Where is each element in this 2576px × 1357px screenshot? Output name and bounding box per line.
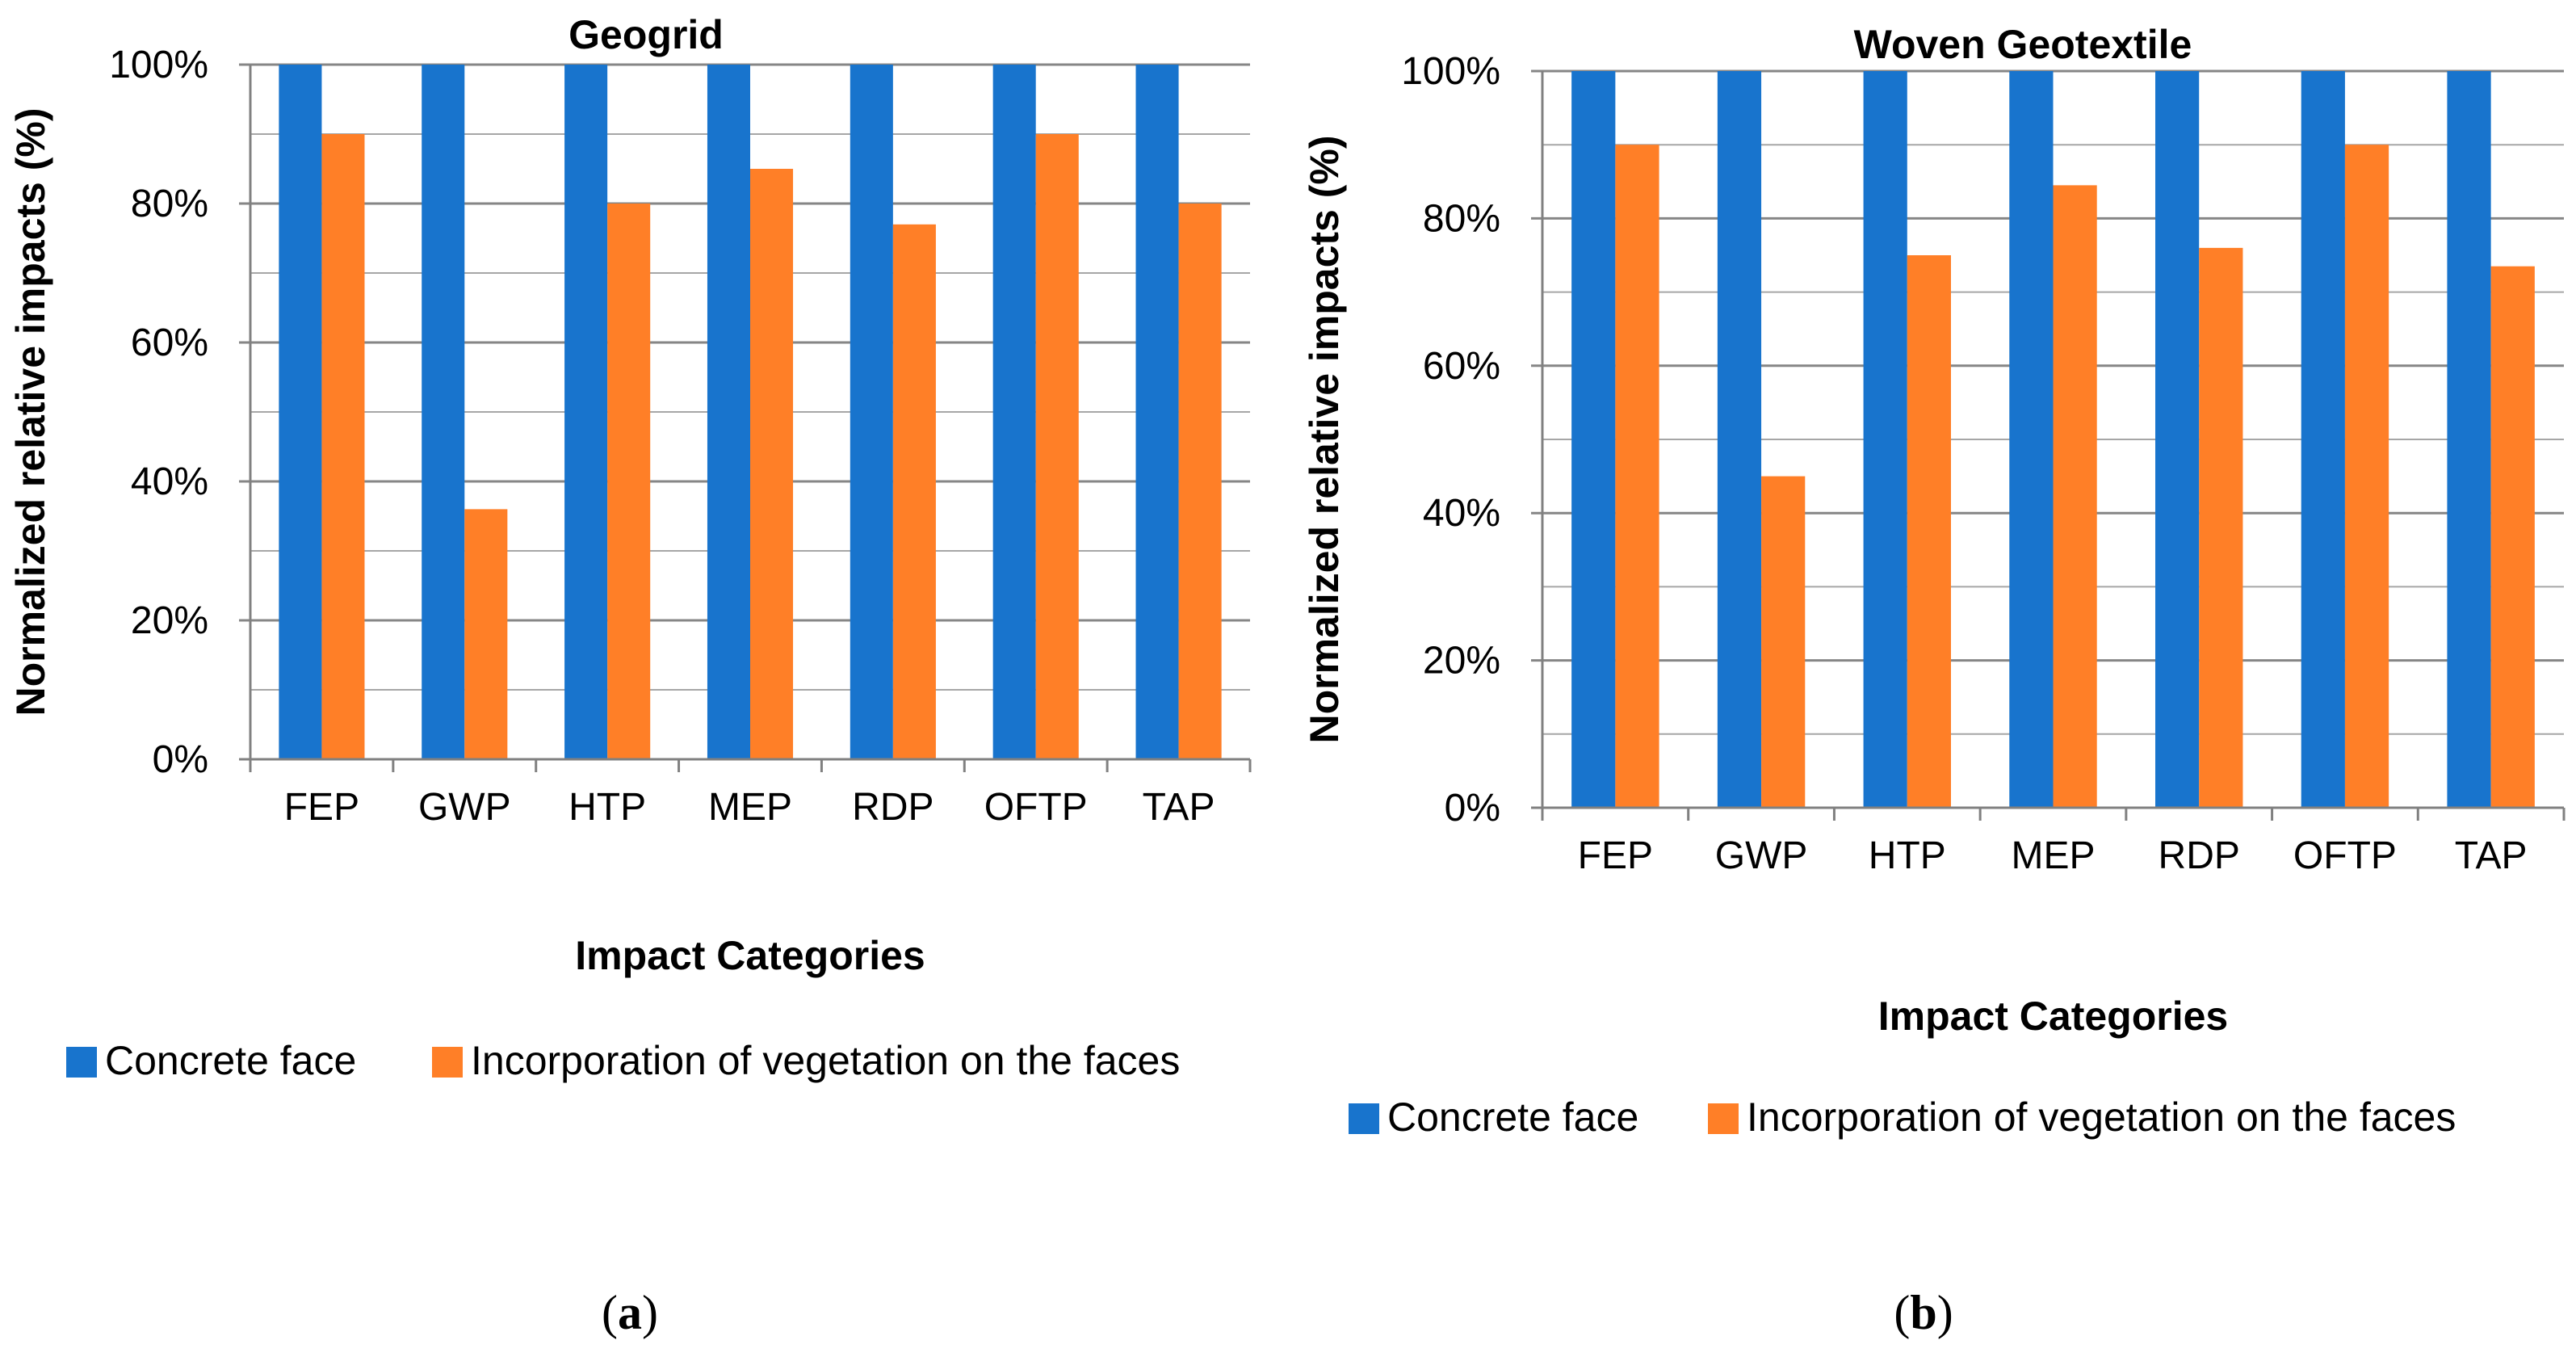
bar-concrete-face-gwp [1717,71,1762,808]
y-tick-label: 100% [1401,50,1500,93]
x-tick-label: RDP [852,786,933,829]
bar-vegetation-tap [2490,266,2535,808]
chart-panel-a: 0% 20% 40% 60% 80% 100% FEP GWP HTP MEP RDP OFTP TAP… [8,12,1252,1339]
bar-concrete-face-htp [1863,71,1907,808]
bar-concrete-face-mep [2009,71,2054,808]
x-tick-label: FEP [284,786,359,829]
x-tick-label: TAP [2455,834,2528,877]
legend-label: Incorporation of vegetation on the faces [471,1038,1180,1083]
y-tick-label: 20% [1423,640,1500,683]
bar-vegetation-mep [2053,185,2097,809]
y-tick-label: 40% [1423,492,1500,535]
x-tick-label: MEP [708,786,792,829]
bar-vegetation-fep [321,134,365,759]
y-tick-label: 60% [1423,345,1500,388]
x-tick-label: OFTP [2293,834,2397,877]
legend-swatch-vegetation [1708,1103,1739,1134]
chart-panel-b: 0% 20% 40% 60% 80% 100% FEP GWP HTP MEP RDP OFTP TAP… [1302,22,2566,1339]
y-tick-label: 20% [131,599,208,642]
bar-vegetation-rdp [892,224,936,759]
bar-concrete-face-mep [707,65,750,759]
caption-close-paren: ) [642,1286,658,1339]
bar-concrete-face-gwp [422,65,465,759]
chart-title: Woven Geotextile [1854,22,2192,67]
bar-concrete-face-tap [1135,65,1179,759]
y-axis-title: Normalized relative impacts (%) [8,107,53,716]
caption-close-paren: ) [1937,1286,1953,1339]
legend-label: Concrete face [1387,1094,1638,1140]
y-tick-label: 100% [109,44,208,86]
y-tick-label: 80% [1423,197,1500,240]
x-tick-label: HTP [1869,834,1946,877]
x-tick-label: GWP [1715,834,1808,877]
bar-concrete-face-rdp [2155,71,2200,808]
y-tick-label: 60% [131,321,208,364]
caption-letter: a [618,1286,642,1339]
bar-vegetation-fep [1615,145,1659,808]
bar-vegetation-oftp [2344,145,2389,808]
bar-vegetation-oftp [1035,134,1079,759]
bar-vegetation-htp [607,204,651,759]
bar-vegetation-tap [1178,204,1222,759]
bar-concrete-face-fep [1571,71,1616,808]
bar-vegetation-rdp [2199,247,2243,808]
x-tick-label: RDP [2159,834,2240,877]
x-tick-label: OFTP [984,786,1088,829]
legend-label: Concrete face [105,1038,356,1083]
y-tick-label: 80% [131,183,208,225]
y-tick-label: 0% [1445,787,1500,830]
legend-swatch-concrete-face [66,1047,97,1078]
bar-vegetation-htp [1907,255,1951,808]
bar-concrete-face-tap [2447,71,2491,808]
bar-concrete-face-rdp [850,65,893,759]
bar-vegetation-mep [750,169,794,759]
x-axis-title: Impact Categories [1878,994,2228,1039]
bar-concrete-face-htp [564,65,608,759]
bar-concrete-face-fep [279,65,322,759]
caption-open-paren: ( [602,1286,618,1339]
legend-swatch-concrete-face [1349,1103,1379,1134]
x-axis-title: Impact Categories [575,933,925,978]
x-tick-label: GWP [418,786,511,829]
x-tick-label: FEP [1578,834,1653,877]
bar-vegetation-gwp [1761,476,1806,808]
bar-concrete-face-oftp [2301,71,2345,808]
y-axis-title: Normalized relative impacts (%) [1302,135,1347,743]
caption-open-paren: ( [1894,1286,1910,1339]
y-tick-label: 0% [153,738,208,781]
legend-label: Incorporation of vegetation on the faces [1747,1094,2456,1140]
y-tick-label: 40% [131,460,208,503]
panel-caption: (b) [1894,1286,1953,1339]
x-tick-label: HTP [568,786,646,829]
caption-letter: b [1910,1286,1936,1339]
x-tick-label: TAP [1143,786,1215,829]
bar-vegetation-gwp [464,509,508,759]
bar-concrete-face-oftp [992,65,1036,759]
legend-swatch-vegetation [432,1047,463,1078]
panel-caption: (a) [602,1286,658,1339]
chart-title: Geogrid [568,12,724,57]
x-tick-label: MEP [2011,834,2095,877]
